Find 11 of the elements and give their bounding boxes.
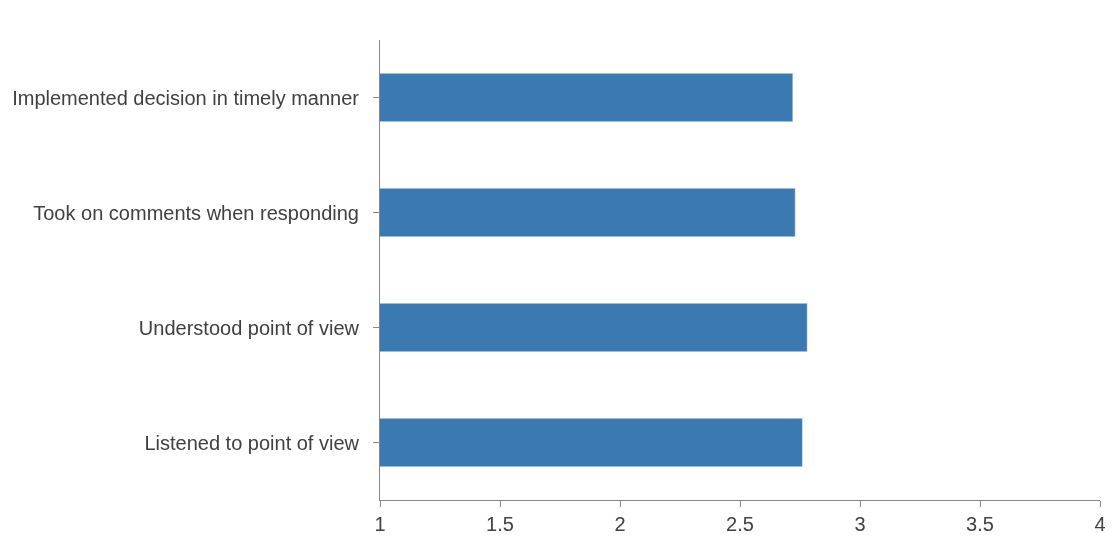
x-tick-label: 2.5 [726,513,754,535]
x-tick-label: 2 [614,513,626,535]
x-tick-label: 1.5 [486,513,514,535]
x-tick-label: 3.5 [966,513,994,535]
y-tick-label: Listened to point of view [144,431,360,454]
x-tick-label: 3 [854,513,866,535]
x-tick-label: 4 [1094,513,1106,535]
y-tick-label: Implemented decision in timely manner [12,86,360,109]
x-tick-label: 1 [374,513,386,535]
y-tick-label: Understood point of view [138,316,360,339]
y-tick-label: Took on comments when responding [33,201,359,224]
